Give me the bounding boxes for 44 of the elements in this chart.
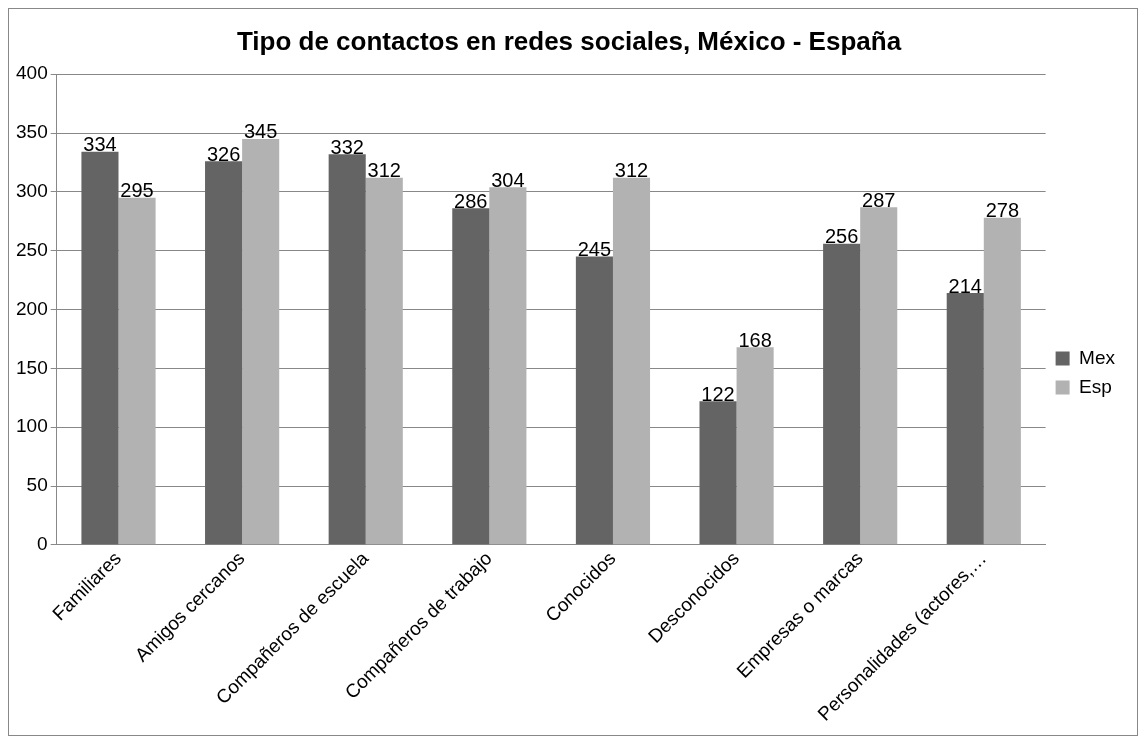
bar xyxy=(946,293,984,545)
data-label: 312 xyxy=(367,159,401,182)
data-label: 214 xyxy=(948,274,982,297)
y-tick-label: 350 xyxy=(16,121,48,143)
y-tick-label: 150 xyxy=(16,356,48,378)
bar xyxy=(575,256,613,545)
bar xyxy=(365,177,403,545)
legend-label: Esp xyxy=(1079,375,1112,397)
data-label: 287 xyxy=(862,188,896,211)
bar xyxy=(452,208,490,545)
bar xyxy=(118,197,156,545)
data-label: 168 xyxy=(738,328,772,351)
y-tick-label: 250 xyxy=(16,238,48,260)
bar xyxy=(489,187,527,545)
bar xyxy=(860,207,898,545)
y-tick-label: 50 xyxy=(26,474,48,496)
bar xyxy=(81,151,119,545)
bar xyxy=(699,401,737,545)
data-label: 295 xyxy=(120,179,154,202)
y-tick-label: 0 xyxy=(37,533,48,555)
chart-title: Tipo de contactos en redes sociales, México - España xyxy=(236,25,902,56)
y-tick-label: 100 xyxy=(16,415,48,437)
data-label: 312 xyxy=(614,159,649,182)
bar xyxy=(736,347,774,545)
data-label: 334 xyxy=(83,133,117,156)
bar xyxy=(823,243,861,545)
legend-label: Mex xyxy=(1079,346,1116,368)
data-label: 256 xyxy=(824,225,859,248)
y-tick-label: 300 xyxy=(16,180,48,202)
bar xyxy=(328,154,366,545)
bar xyxy=(612,177,651,545)
bar xyxy=(205,161,243,545)
data-label: 286 xyxy=(454,189,488,212)
data-label: 332 xyxy=(330,135,364,158)
data-label: 345 xyxy=(243,120,278,143)
data-label: 245 xyxy=(577,238,612,261)
bar xyxy=(983,217,1021,545)
data-label: 326 xyxy=(206,142,241,165)
data-label: 278 xyxy=(985,199,1020,222)
y-tick-label: 200 xyxy=(16,297,48,319)
data-label: 122 xyxy=(701,382,735,405)
data-label: 304 xyxy=(491,168,525,191)
y-tick-label: 400 xyxy=(16,62,48,84)
bar xyxy=(242,138,280,545)
